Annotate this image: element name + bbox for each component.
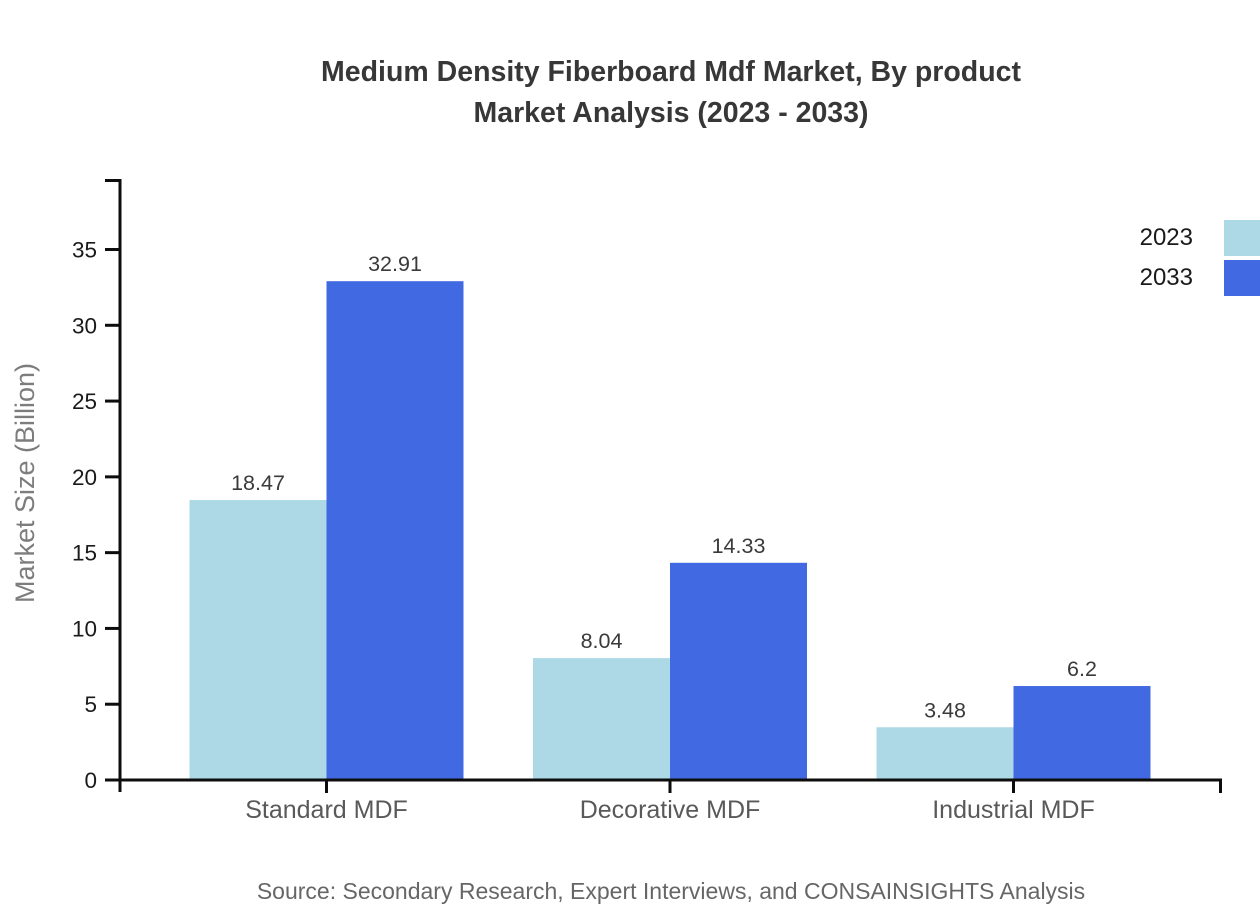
bar-value-label-2023-decorative-mdf: 8.04	[581, 629, 623, 653]
y-axis-tick-label-20: 20	[72, 465, 97, 490]
bar-2023-industrial-mdf	[876, 727, 1014, 780]
legend-item-2023: 2023	[1140, 220, 1260, 256]
y-axis-tick-label-35: 35	[72, 238, 97, 263]
legend-label-2023: 2023	[1139, 224, 1193, 251]
legend-item-2033: 2033	[1140, 260, 1260, 296]
x-axis-category-label-industrial-mdf: Industrial MDF	[932, 796, 1095, 824]
y-axis-tick-label-25: 25	[72, 389, 97, 414]
chart-title-line-1: Medium Density Fiberboard Mdf Market, By…	[321, 56, 1021, 88]
bar-2033-standard-mdf	[326, 281, 464, 780]
legend-label-2033: 2033	[1139, 264, 1193, 291]
bar-value-label-2033-decorative-mdf: 14.33	[712, 534, 766, 558]
x-axis-category-label-standard-mdf: Standard MDF	[245, 796, 408, 824]
legend-swatch-2033	[1224, 260, 1260, 296]
x-axis-category-label-decorative-mdf: Decorative MDF	[580, 796, 761, 824]
chart-title: Medium Density Fiberboard Mdf Market, By…	[120, 52, 1222, 134]
y-axis-title: Market Size (Billion)	[10, 363, 40, 603]
chart-title-line-2: Market Analysis (2023 - 2033)	[473, 97, 869, 129]
bar-2023-decorative-mdf	[533, 658, 670, 780]
y-axis-tick-label-15: 15	[72, 541, 97, 566]
y-axis-tick-label-5: 5	[84, 692, 97, 717]
y-axis-tick-label-10: 10	[72, 616, 97, 641]
y-axis-tick-label-30: 30	[72, 313, 97, 338]
bar-value-label-2033-industrial-mdf: 6.2	[1067, 657, 1097, 681]
bar-value-label-2033-standard-mdf: 32.91	[368, 252, 422, 276]
bar-value-label-2023-standard-mdf: 18.47	[231, 471, 285, 495]
bar-2023-standard-mdf	[189, 500, 327, 780]
bar-2033-decorative-mdf	[670, 562, 807, 780]
bar-value-label-2023-industrial-mdf: 3.48	[924, 698, 966, 722]
source-note: Source: Secondary Research, Expert Inter…	[256, 878, 1086, 904]
bar-2033-industrial-mdf	[1013, 686, 1151, 780]
legend: 2023 2033	[1140, 220, 1260, 300]
y-axis-tick-label-0: 0	[84, 768, 97, 793]
legend-swatch-2023	[1224, 220, 1260, 256]
